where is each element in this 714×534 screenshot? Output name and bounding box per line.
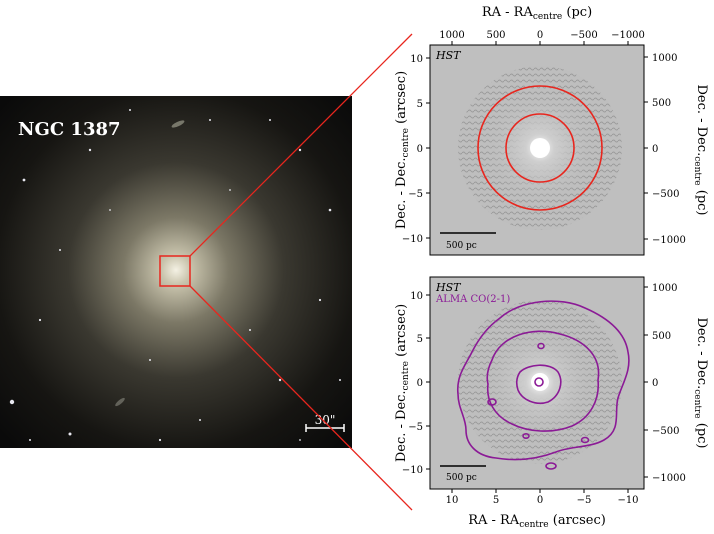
top-x-tick-label: −1000 xyxy=(611,30,645,41)
bottom-right-tick-label: 0 xyxy=(652,378,658,389)
zoom-box xyxy=(159,255,191,287)
star xyxy=(109,209,111,211)
bottom-x-tick-label: 10 xyxy=(446,495,459,506)
star xyxy=(38,318,42,322)
co-central-contour xyxy=(515,364,562,405)
top-right-axis-title: Dec. - Dec.centre (pc) xyxy=(692,84,709,215)
star xyxy=(209,119,211,121)
star xyxy=(9,399,15,405)
star xyxy=(199,419,201,421)
star xyxy=(129,109,131,111)
star xyxy=(59,249,61,251)
star xyxy=(318,298,322,302)
top-left-axis-title: Dec. - Dec.centre (arcsec) xyxy=(394,71,411,229)
co-contours xyxy=(456,300,630,470)
star xyxy=(278,378,282,382)
bottom-right-axis-title: Dec. - Dec.centre (pc) xyxy=(692,317,709,448)
galaxy-name: NGC 1387 xyxy=(18,119,121,140)
top-scale-label: 500 pc xyxy=(446,241,477,251)
top-right-tick-label: 500 xyxy=(652,98,671,109)
bottom-hst-label: HST xyxy=(435,281,462,294)
bottom-left-axis-title: Dec. - Dec.centre (arcsec) xyxy=(394,304,411,462)
top-x-tick-label: 0 xyxy=(537,30,543,41)
bottom-right-tick-label: 1000 xyxy=(652,283,677,294)
star xyxy=(328,208,332,212)
star-field xyxy=(9,109,341,442)
bottom-right-tick-label: −1000 xyxy=(652,473,686,484)
star xyxy=(249,329,251,331)
zoom-line-bottom xyxy=(189,285,413,511)
top-left-tick-label: 10 xyxy=(410,54,423,65)
bottom-x-tick-label: −10 xyxy=(617,495,638,506)
bottom-panel: HST ALMA CO(2-1) 500 pc 10 5 0 −5 −10 10 5 0 −5 −… xyxy=(394,276,709,530)
top-right-tick-label: 1000 xyxy=(652,53,677,64)
top-right-tick-label: 0 xyxy=(652,144,658,155)
top-hst-label: HST xyxy=(435,49,462,62)
bottom-scale-label: 500 pc xyxy=(446,473,477,483)
bottom-right-tick-label: −500 xyxy=(652,426,679,437)
star xyxy=(339,379,341,381)
bottom-left-tick-label: 0 xyxy=(417,378,423,389)
contour-legend-label: ALMA CO(2-1) xyxy=(435,294,510,305)
bottom-x-axis-title: RA - RAcentre (arcsec) xyxy=(468,513,606,530)
zoom-line-top xyxy=(189,33,413,257)
inner-ring xyxy=(505,113,575,183)
top-x-tick-label: −500 xyxy=(570,30,597,41)
star xyxy=(88,148,92,152)
co-outer-contour xyxy=(456,300,630,461)
star xyxy=(269,119,271,121)
bottom-x-tick-label: 0 xyxy=(537,495,543,506)
bottom-left-tick-label: 10 xyxy=(410,291,423,302)
star xyxy=(68,432,72,436)
star xyxy=(229,189,231,191)
star xyxy=(299,439,301,441)
top-x-axis-title: RA - RAcentre (pc) xyxy=(482,5,592,22)
bottom-x-tick-label: −5 xyxy=(577,495,592,506)
outer-ring xyxy=(477,85,603,211)
top-left-tick-label: 5 xyxy=(417,99,423,110)
star xyxy=(149,359,151,361)
star xyxy=(298,148,302,152)
top-x-tick-label: 1000 xyxy=(439,30,464,41)
top-x-tick-label: 500 xyxy=(486,30,505,41)
bottom-x-tick-label: 5 xyxy=(493,495,499,506)
star xyxy=(22,178,26,182)
bottom-left-tick-label: −10 xyxy=(402,465,423,476)
galaxy-image: NGC 1387 30" xyxy=(0,96,352,448)
star xyxy=(29,439,31,441)
bottom-left-tick-label: 5 xyxy=(417,334,423,345)
bottom-right-tick-label: 500 xyxy=(652,331,671,342)
bottom-left-tick-label: −5 xyxy=(408,422,423,433)
top-left-tick-label: 0 xyxy=(417,144,423,155)
top-right-tick-label: −1000 xyxy=(652,235,686,246)
top-left-tick-label: −5 xyxy=(408,189,423,200)
co-inner-ring-contour xyxy=(486,330,600,432)
top-panel: HST 500 pc 1000 500 0 −500 −1000 10 5 0 −5 −10 100… xyxy=(394,5,709,256)
star xyxy=(158,438,162,442)
top-right-tick-label: −500 xyxy=(652,189,679,200)
top-left-tick-label: −10 xyxy=(402,234,423,245)
